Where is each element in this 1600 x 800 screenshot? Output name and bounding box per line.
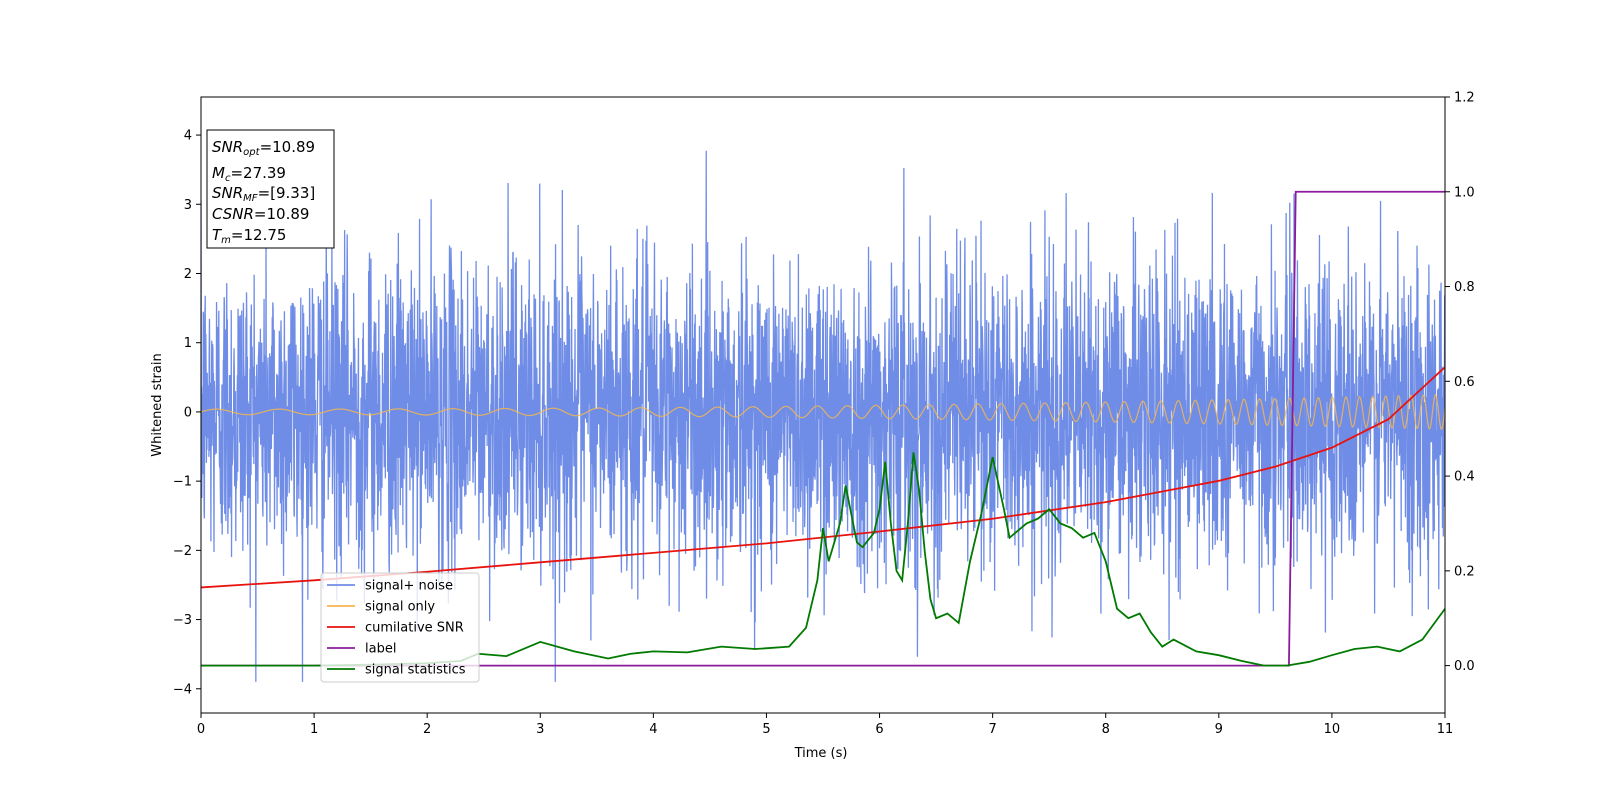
x-tick-label: 6 (875, 722, 883, 737)
y-left-tick-label: 3 (184, 198, 192, 213)
legend-label: signal+ noise (365, 579, 453, 594)
y-right-tick-label: 0.2 (1454, 564, 1475, 579)
legend-label: label (365, 642, 396, 657)
x-tick-label: 4 (649, 722, 657, 737)
x-tick-label: 1 (310, 722, 318, 737)
y-right-tick-label: 1.0 (1454, 185, 1475, 200)
series-signal-statistics-line (201, 452, 1445, 667)
y-left-tick-label: 4 (184, 129, 192, 144)
x-tick-label: 9 (1215, 722, 1223, 737)
y-right-tick-label: 0.6 (1454, 375, 1475, 390)
y-right-tick-label: 0.0 (1454, 659, 1475, 674)
info-box-frame (206, 129, 335, 249)
y-left-tick-label: 1 (184, 336, 192, 351)
info-line: SNRopt=10.89 (212, 138, 315, 158)
plot-area (201, 150, 1445, 682)
y-right-tick-label: 0.4 (1454, 470, 1475, 485)
series-signal-only-line (201, 394, 1445, 430)
series-cumulative-snr-line (201, 366, 1445, 589)
y-left-tick-label: −3 (173, 613, 192, 628)
legend-label: signal statistics (365, 663, 466, 678)
x-tick-label: 3 (536, 722, 544, 737)
y-left-tick-label: −4 (173, 682, 192, 697)
legend: signal+ noise signal only cumilative SNR la… (320, 572, 480, 683)
x-tick-label: 2 (423, 722, 431, 737)
info-line: CSNR=10.89 (212, 205, 309, 223)
series-signal-noise-line (201, 150, 1445, 682)
legend-label: cumilative SNR (365, 621, 464, 636)
legend-frame (320, 572, 480, 683)
x-tick-label: 5 (762, 722, 770, 737)
legend-label: signal only (365, 600, 435, 615)
x-tick-label: 8 (1102, 722, 1110, 737)
x-tick-label: 11 (1437, 722, 1454, 737)
y-right-tick-label: 1.2 (1454, 91, 1475, 106)
plot-series-group (201, 150, 1445, 682)
y-axis-label-left: Whitened strain (150, 353, 165, 456)
y-left-tick-label: −2 (173, 544, 192, 559)
x-tick-label: 7 (988, 722, 996, 737)
series-label-line (201, 190, 1445, 667)
info-box: SNRopt=10.89 Mc=27.39SNRMF=[9.33]CSNR=10.… (206, 129, 335, 249)
y-left-tick-label: 2 (184, 267, 192, 282)
x-tick-label: 0 (197, 722, 205, 737)
info-line: Mc=27.39 (212, 164, 286, 184)
x-axis-label: Time (s) (794, 746, 848, 761)
y-right-tick-label: 0.8 (1454, 280, 1475, 295)
x-tick-label: 10 (1324, 722, 1341, 737)
info-line: SNRMF=[9.33] (212, 184, 315, 204)
y-left-tick-label: −1 (173, 475, 192, 490)
y-left-tick-label: 0 (184, 405, 192, 420)
axes: 0 1 2 3 4 5 6 7 8 9 10 11 −4 −3 −2 −1 0 1 2 3 4 0.0 0.2 0.4 0.6 0… (173, 91, 1475, 738)
plot-frame (200, 96, 1446, 714)
info-line: Tm=12.75 (212, 226, 286, 246)
